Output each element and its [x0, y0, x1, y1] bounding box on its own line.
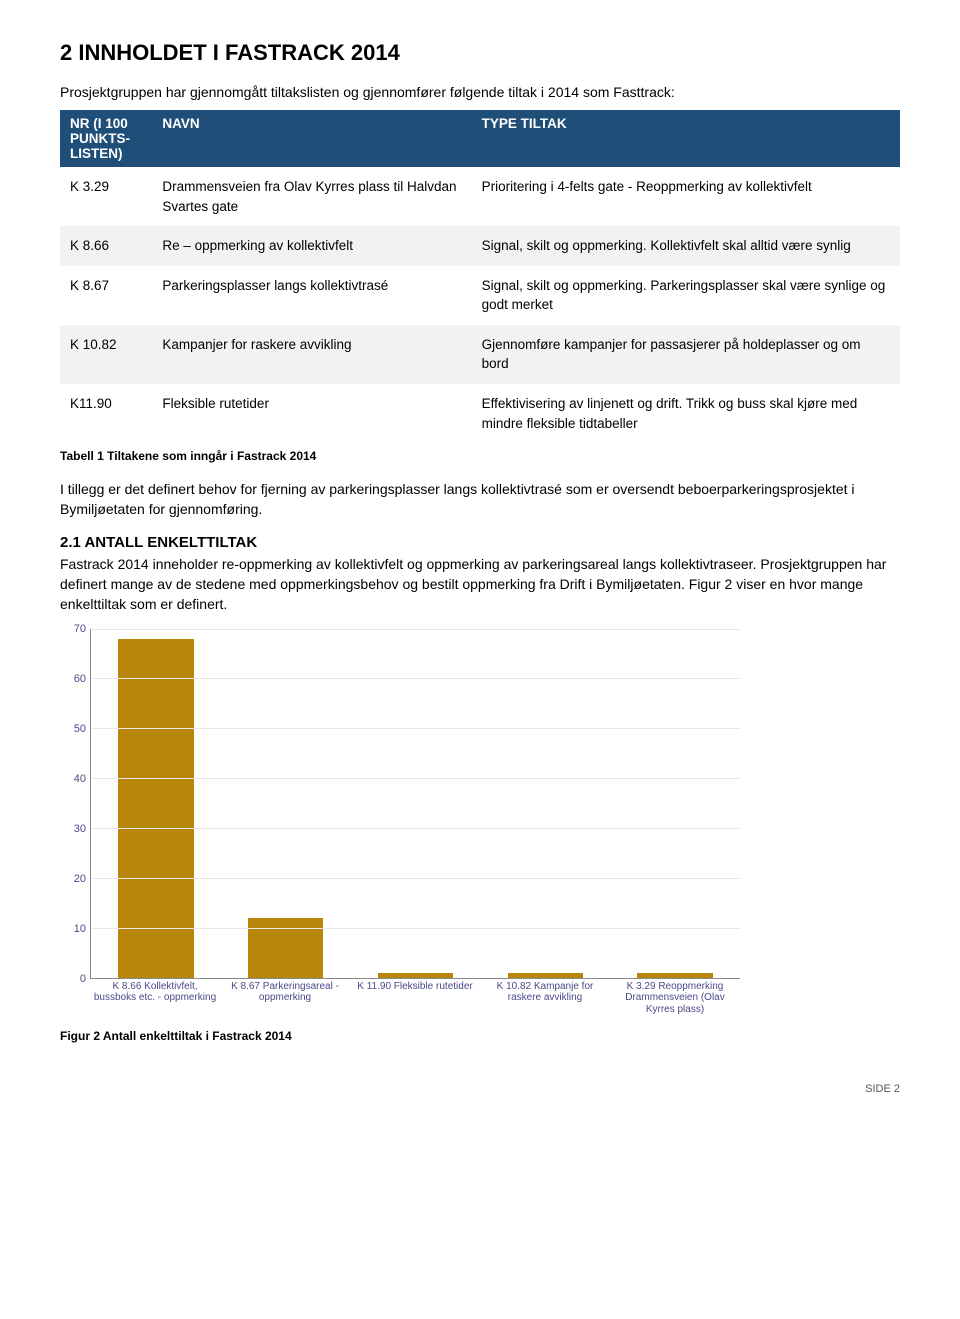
table-body: K 3.29 Drammensveien fra Olav Kyrres pla… — [60, 167, 900, 443]
cell-nr: K 10.82 — [60, 325, 152, 384]
y-tick-label: 70 — [74, 623, 86, 635]
grid-line — [91, 828, 740, 829]
table-row: K 8.66 Re – oppmerking av kollektivfelt … — [60, 226, 900, 266]
y-axis: 010203040506070 — [60, 629, 90, 979]
y-tick-label: 10 — [74, 923, 86, 935]
paragraph-1: I tillegg er det definert behov for fjer… — [60, 479, 900, 520]
section-heading: 2 INNHOLDET I FASTRACK 2014 — [60, 40, 900, 66]
table-row: K 3.29 Drammensveien fra Olav Kyrres pla… — [60, 167, 900, 226]
figure-caption: Figur 2 Antall enkelttiltak i Fastrack 2… — [60, 1029, 900, 1043]
tiltak-table: NR (I 100 PUNKTS-LISTEN) NAVN TYPE TILTA… — [60, 110, 900, 443]
bar-slot — [480, 629, 610, 978]
cell-nr: K 8.66 — [60, 226, 152, 266]
bars-container — [91, 629, 740, 978]
table-caption: Tabell 1 Tiltakene som inngår i Fastrack… — [60, 449, 900, 463]
intro-text: Prosjektgruppen har gjennomgått tiltaksl… — [60, 84, 900, 100]
cell-type: Prioritering i 4-felts gate - Reoppmerki… — [472, 167, 900, 226]
y-tick-label: 0 — [80, 973, 86, 985]
cell-nr: K11.90 — [60, 384, 152, 443]
x-tick-label: K 11.90 Fleksible rutetider — [350, 979, 480, 1009]
cell-type: Gjennomføre kampanjer for passasjerer på… — [472, 325, 900, 384]
cell-navn: Re – oppmerking av kollektivfelt — [152, 226, 471, 266]
cell-nr: K 3.29 — [60, 167, 152, 226]
table-row: K 10.82 Kampanjer for raskere avvikling … — [60, 325, 900, 384]
paragraph-2: Fastrack 2014 inneholder re-oppmerking a… — [60, 554, 900, 615]
bar-slot — [351, 629, 481, 978]
cell-type: Signal, skilt og oppmerking. Parkeringsp… — [472, 266, 900, 325]
y-tick-label: 40 — [74, 773, 86, 785]
bar — [248, 918, 323, 978]
grid-line — [91, 629, 740, 630]
y-tick-label: 60 — [74, 673, 86, 685]
page-footer: SIDE 2 — [60, 1083, 900, 1095]
bar-chart: 010203040506070 K 8.66 Kollektivfelt, bu… — [60, 629, 740, 1009]
y-tick-label: 30 — [74, 823, 86, 835]
th-navn: NAVN — [152, 110, 471, 167]
y-tick-label: 20 — [74, 873, 86, 885]
cell-navn: Parkeringsplasser langs kollektivtrasé — [152, 266, 471, 325]
cell-navn: Fleksible rutetider — [152, 384, 471, 443]
bar-slot — [610, 629, 740, 978]
x-tick-label: K 3.29 Reoppmerking Drammensveien (Olav … — [610, 979, 740, 1009]
cell-navn: Kampanjer for raskere avvikling — [152, 325, 471, 384]
table-row: K11.90 Fleksible rutetider Effektiviseri… — [60, 384, 900, 443]
table-row: K 8.67 Parkeringsplasser langs kollektiv… — [60, 266, 900, 325]
grid-line — [91, 928, 740, 929]
grid-line — [91, 728, 740, 729]
grid-line — [91, 678, 740, 679]
cell-navn: Drammensveien fra Olav Kyrres plass til … — [152, 167, 471, 226]
bar — [637, 973, 712, 978]
x-tick-label: K 8.67 Parkeringsareal -oppmerking — [220, 979, 350, 1009]
th-type: TYPE TILTAK — [472, 110, 900, 167]
bar — [378, 973, 453, 978]
subsection-heading: 2.1 ANTALL ENKELTTILTAK — [60, 534, 900, 551]
grid-line — [91, 878, 740, 879]
cell-type: Signal, skilt og oppmerking. Kollektivfe… — [472, 226, 900, 266]
cell-type: Effektivisering av linjenett og drift. T… — [472, 384, 900, 443]
bar-slot — [91, 629, 221, 978]
x-tick-label: K 8.66 Kollektivfelt, bussboks etc. - op… — [90, 979, 220, 1009]
grid-line — [91, 778, 740, 779]
x-axis-labels: K 8.66 Kollektivfelt, bussboks etc. - op… — [90, 979, 740, 1009]
th-nr: NR (I 100 PUNKTS-LISTEN) — [60, 110, 152, 167]
x-tick-label: K 10.82 Kampanje for raskere avvikling — [480, 979, 610, 1009]
plot-area — [90, 629, 740, 979]
cell-nr: K 8.67 — [60, 266, 152, 325]
y-tick-label: 50 — [74, 723, 86, 735]
bar — [508, 973, 583, 978]
bar-slot — [221, 629, 351, 978]
bar — [118, 639, 193, 978]
